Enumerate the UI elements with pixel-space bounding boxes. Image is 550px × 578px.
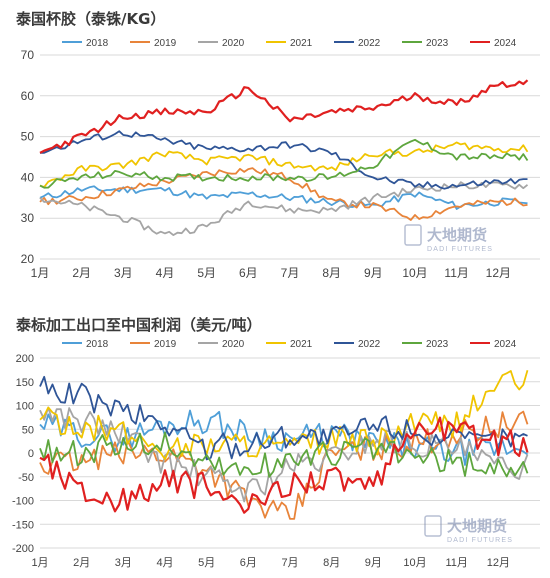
series-lines [39,370,529,520]
x-tick-label: 10月 [402,266,427,280]
x-tick-label: 6月 [240,557,257,569]
x-tick-label: 1月 [31,266,50,280]
watermark-brand-cn: 大地期货 [427,226,487,244]
y-tick-label: 70 [21,48,35,62]
series-line-2023 [39,431,529,478]
legend-label-2021: 2021 [290,339,313,350]
chart-title: 泰国杯胶（泰铢/KG） [15,10,165,28]
legend-label-2021: 2021 [290,38,313,49]
logo-icon [424,515,442,537]
x-tick-label: 6月 [239,266,258,280]
y-axis: 20 30 40 50 60 70 [21,48,35,266]
x-tick-label: 5月 [198,557,215,569]
legend-label-2018: 2018 [86,38,109,49]
x-tick-label: 1月 [31,557,48,569]
x-tick-label: 9月 [364,266,383,280]
x-tick-label: 12月 [487,557,510,569]
y-tick-label: 30 [21,211,35,225]
x-tick-label: 10月 [403,557,426,569]
series-line-2021 [39,141,529,188]
x-tick-label: 8月 [322,266,341,280]
gridlines [40,54,540,260]
x-tick-label: 4月 [156,557,173,569]
series-lines [39,79,529,236]
watermark-brand-en: DADI FUTURES [427,246,493,253]
watermark-brand-cn: 大地期货 [447,517,507,535]
series-line-2024 [39,416,529,514]
x-axis: 1月 2月 3月 4月 5月 6月 7月 8月 9月 10月 11月 12月 [31,557,510,569]
series-line-2022 [39,375,528,461]
y-tick-label: 60 [21,89,35,103]
series-line-2022 [39,130,528,190]
y-tick-label: -50 [18,472,34,484]
legend-label-2020: 2020 [222,38,245,49]
legend-label-2023: 2023 [426,38,449,49]
legend-label-2024: 2024 [494,339,517,350]
y-tick-label: 0 [28,448,34,460]
watermark-logo: 大地期货 DADI FUTURES [424,515,513,544]
series-line-2019 [39,167,528,221]
x-tick-label: 4月 [156,266,175,280]
legend-label-2020: 2020 [222,339,245,350]
series-line-2023 [39,138,529,189]
series-line-2024 [39,79,529,154]
y-axis: -200 -150 -100 -50 0 50 100 150 200 [12,353,34,555]
y-tick-label: 100 [16,401,34,413]
y-tick-label: -200 [12,543,34,555]
legend-label-2019: 2019 [154,339,177,350]
legend-label-2019: 2019 [154,38,177,49]
watermark-logo: 大地期货 DADI FUTURES [404,224,493,253]
x-tick-label: 12月 [486,266,511,280]
chart-title: 泰标加工出口至中国利润（美元/吨） [15,316,261,334]
y-tick-label: -150 [12,519,34,531]
x-tick-label: 7月 [281,266,300,280]
legend-label-2018: 2018 [86,339,109,350]
y-tick-label: 200 [16,353,34,365]
logo-icon [404,224,422,246]
y-tick-label: -100 [12,496,34,508]
y-tick-label: 20 [21,252,35,266]
x-tick-label: 11月 [445,557,467,569]
x-tick-label: 7月 [281,557,298,569]
y-tick-label: 150 [16,377,34,389]
legend: 2018 2019 2020 2021 2022 2023 2024 [62,38,517,49]
legend-label-2024: 2024 [494,38,517,49]
x-tick-label: 8月 [323,557,340,569]
series-line-2020 [39,406,529,503]
y-tick-label: 50 [22,424,34,436]
watermark-brand-en: DADI FUTURES [447,537,513,544]
series-line-2020 [39,181,529,236]
x-tick-label: 5月 [197,266,216,280]
legend-label-2022: 2022 [358,38,381,49]
x-tick-label: 3月 [114,266,133,280]
x-tick-label: 11月 [444,266,468,280]
legend-label-2023: 2023 [426,339,449,350]
x-tick-label: 9月 [365,557,382,569]
legend: 2018 2019 2020 2021 2022 2023 2024 [62,339,517,350]
series-line-2018 [39,185,528,210]
y-tick-label: 50 [21,130,35,144]
legend-label-2022: 2022 [358,339,381,350]
x-tick-label: 2月 [72,266,91,280]
chart-rubber-price: 泰国杯胶（泰铢/KG） 2018 2019 2020 2021 2022 2023 2024… [15,10,540,280]
x-tick-label: 3月 [115,557,132,569]
y-tick-label: 40 [21,170,35,184]
x-tick-label: 2月 [73,557,90,569]
x-axis: 1月 2月 3月 4月 5月 6月 7月 8月 9月 10月 11月 12月 [31,266,511,280]
chart-export-profit: 泰标加工出口至中国利润（美元/吨） 2018 2019 2020 2021 2022 20… [12,316,540,569]
